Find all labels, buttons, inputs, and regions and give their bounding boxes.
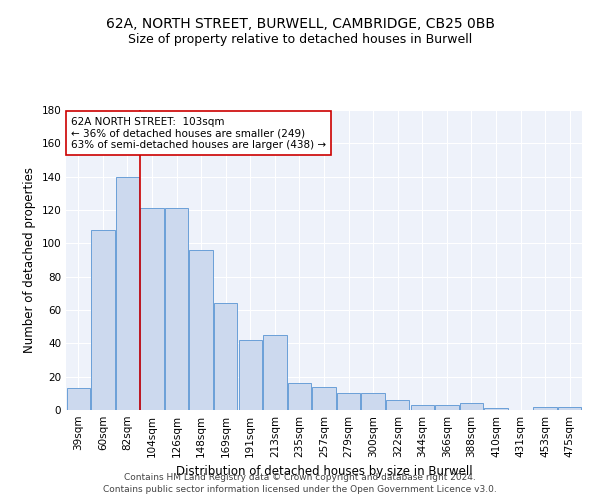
Bar: [484, 408, 508, 410]
Bar: [67, 388, 90, 410]
Text: Contains public sector information licensed under the Open Government Licence v3: Contains public sector information licen…: [103, 485, 497, 494]
Text: 62A, NORTH STREET, BURWELL, CAMBRIDGE, CB25 0BB: 62A, NORTH STREET, BURWELL, CAMBRIDGE, C…: [106, 18, 494, 32]
Bar: [435, 405, 458, 410]
X-axis label: Distribution of detached houses by size in Burwell: Distribution of detached houses by size …: [176, 466, 472, 478]
Bar: [239, 340, 262, 410]
Bar: [288, 384, 311, 410]
Text: Size of property relative to detached houses in Burwell: Size of property relative to detached ho…: [128, 32, 472, 46]
Bar: [313, 386, 335, 410]
Bar: [165, 208, 188, 410]
Bar: [337, 394, 360, 410]
Bar: [190, 250, 213, 410]
Bar: [410, 405, 434, 410]
Bar: [214, 304, 238, 410]
Bar: [263, 335, 287, 410]
Bar: [140, 208, 164, 410]
Bar: [361, 394, 385, 410]
Y-axis label: Number of detached properties: Number of detached properties: [23, 167, 36, 353]
Bar: [460, 404, 483, 410]
Bar: [533, 406, 557, 410]
Bar: [558, 406, 581, 410]
Bar: [91, 230, 115, 410]
Bar: [386, 400, 409, 410]
Bar: [116, 176, 139, 410]
Text: 62A NORTH STREET:  103sqm
← 36% of detached houses are smaller (249)
63% of semi: 62A NORTH STREET: 103sqm ← 36% of detach…: [71, 116, 326, 150]
Text: Contains HM Land Registry data © Crown copyright and database right 2024.: Contains HM Land Registry data © Crown c…: [124, 474, 476, 482]
